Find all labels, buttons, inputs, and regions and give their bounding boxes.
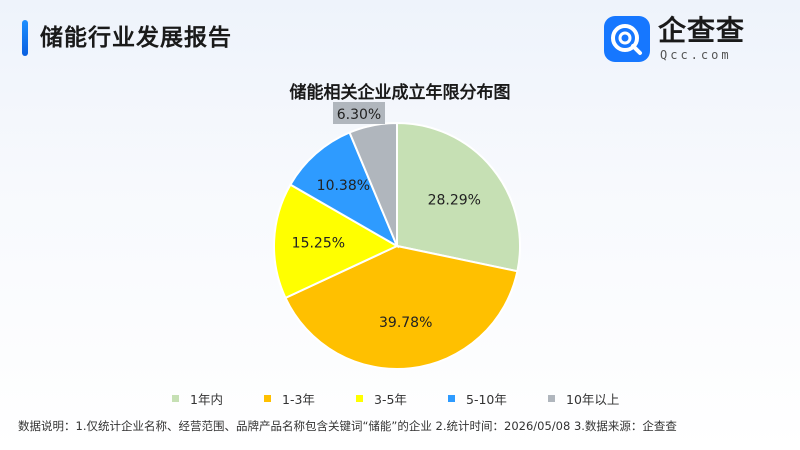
legend-swatch <box>448 395 455 402</box>
legend-item: 3-5年 <box>356 389 448 408</box>
chart-legend: 1年内 1-3年 3-5年 5-10年 10年以上 <box>0 389 800 408</box>
logo-domain: Qcc.com <box>660 48 732 62</box>
qcc-logo-icon <box>604 16 650 62</box>
pie-slice-1 <box>396 121 521 273</box>
pie-slice-2 <box>284 244 519 370</box>
logo-name: 企查查 <box>658 14 746 47</box>
slice-label-box <box>333 102 385 124</box>
slice-label-2: 39.78% <box>379 315 432 331</box>
title-accent-bar <box>22 20 28 56</box>
chart-title: 储能相关企业成立年限分布图 <box>289 83 511 103</box>
pie-slice-3 <box>273 183 400 300</box>
legend-label: 3-5年 <box>374 392 407 407</box>
legend-item: 1-3年 <box>264 389 356 408</box>
legend-label: 10年以上 <box>566 392 620 407</box>
legend-item: 1年内 <box>172 389 264 408</box>
legend-swatch <box>356 395 363 402</box>
legend-label: 1-3年 <box>282 392 315 407</box>
slice-label-3: 15.25% <box>292 236 345 252</box>
legend-label: 5-10年 <box>466 392 507 407</box>
legend-swatch <box>264 395 271 402</box>
slice-label-5: 6.30% <box>337 107 381 123</box>
legend-swatch <box>172 395 179 402</box>
slice-label-1: 28.29% <box>428 192 481 208</box>
legend-label: 1年内 <box>190 392 223 407</box>
pie-slice-5 <box>348 121 398 247</box>
pie-slice-4 <box>289 131 400 249</box>
footer-note: 数据说明：1.仅统计企业名称、经营范围、品牌产品名称包含关键词“储能”的企业 2… <box>18 419 677 433</box>
report-title: 储能行业发展报告 <box>40 25 232 51</box>
slice-label-4: 10.38% <box>317 178 370 194</box>
legend-item: 5-10年 <box>448 389 548 408</box>
legend-swatch <box>548 395 555 402</box>
logo: 企查查 Qcc.com <box>604 14 774 66</box>
legend-item: 10年以上 <box>548 389 628 408</box>
